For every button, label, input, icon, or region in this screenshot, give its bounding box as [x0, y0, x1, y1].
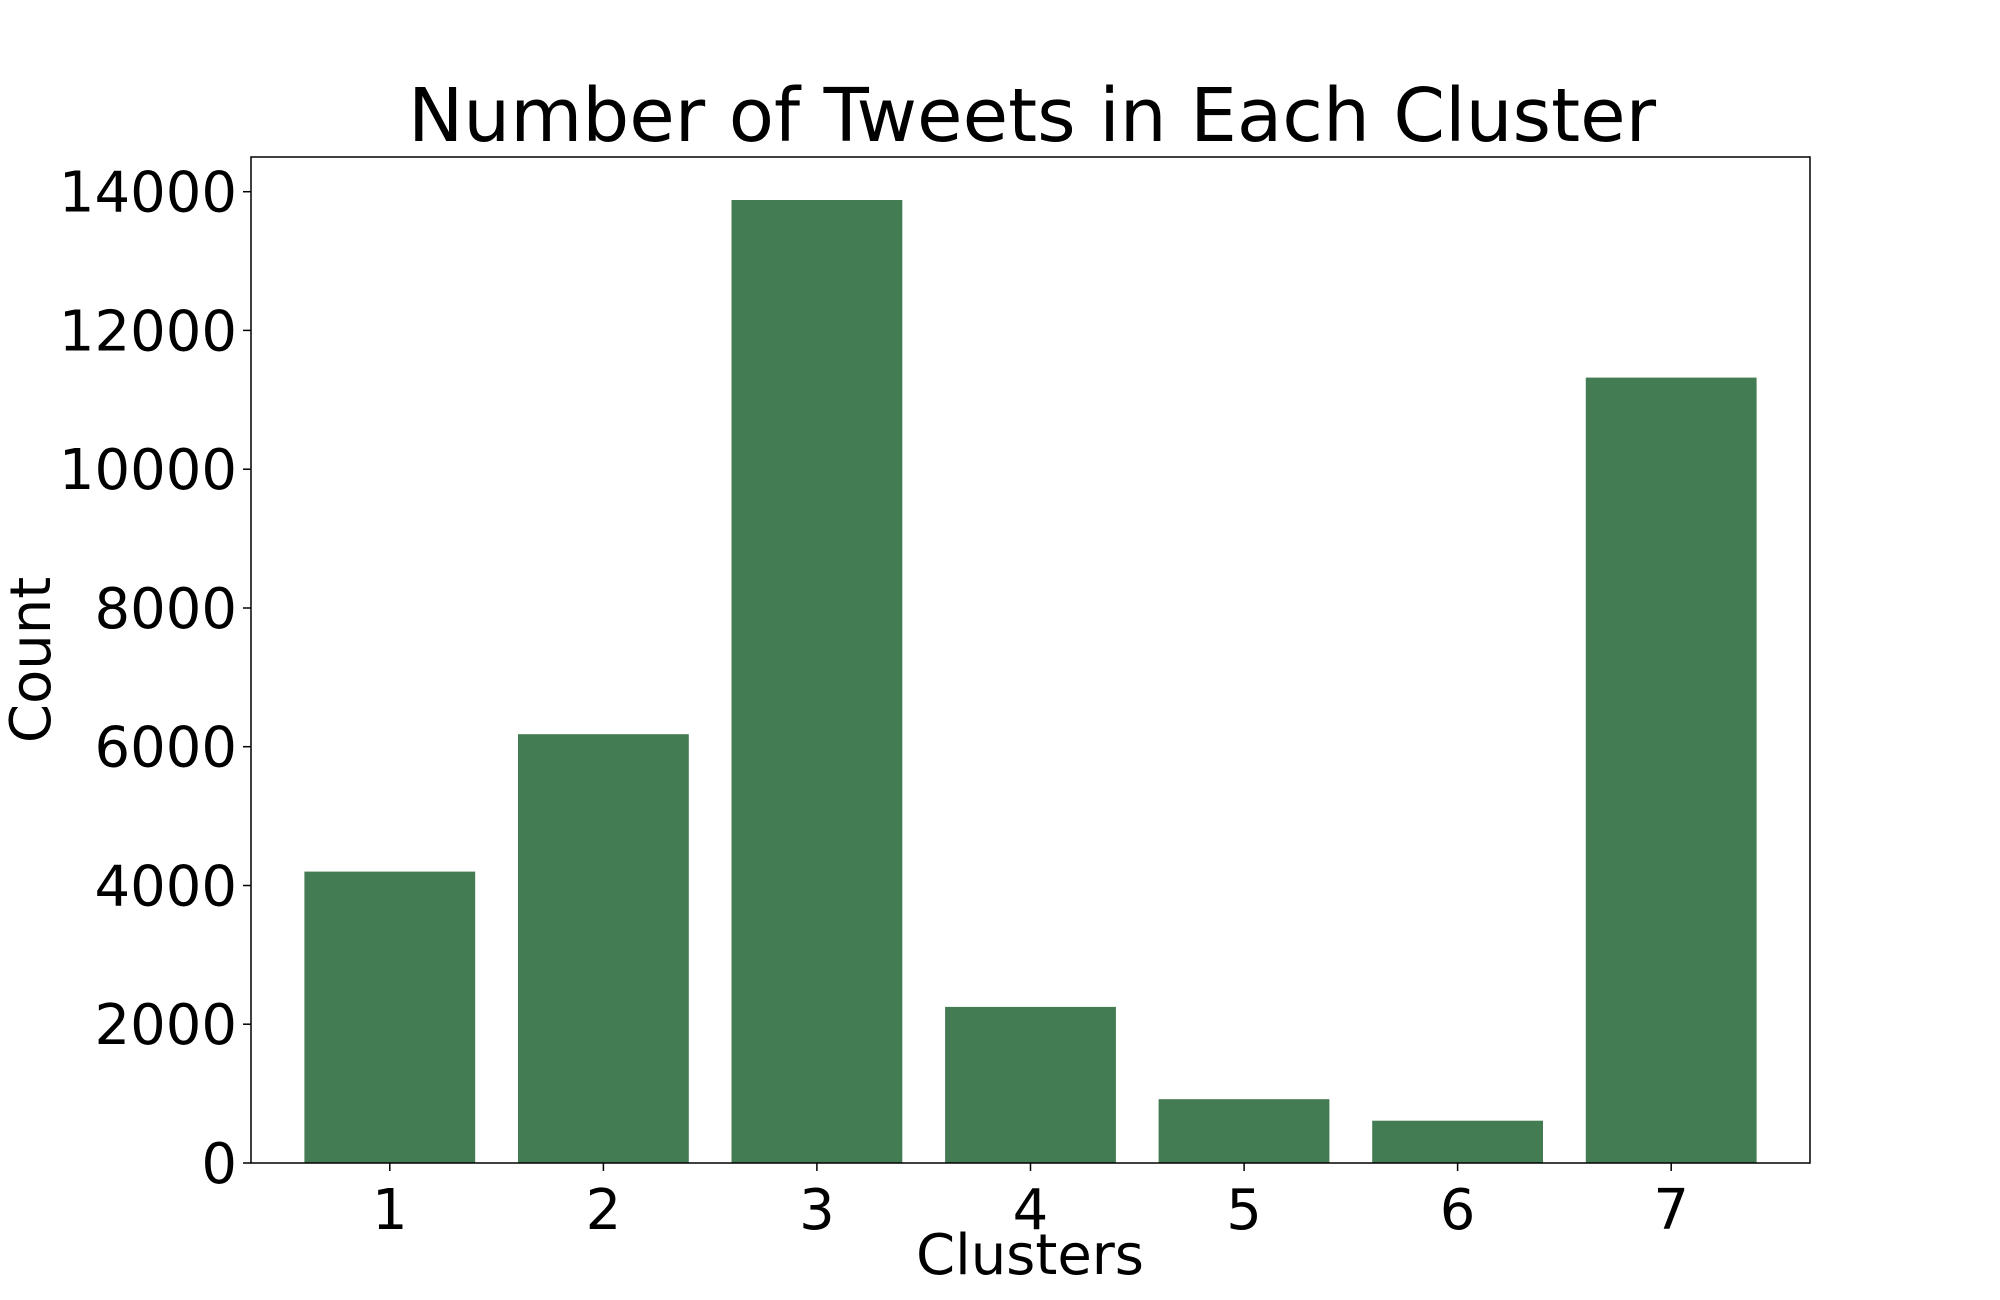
x-axis: 1 2 3 4 5 6 7: [372, 1163, 1689, 1243]
y-tick-label: 0: [201, 1132, 237, 1197]
chart-title: Number of Tweets in Each Cluster: [408, 73, 1657, 159]
bar-cluster-5: [1158, 1099, 1330, 1163]
bar-cluster-4: [945, 1006, 1116, 1163]
bars-group: [304, 200, 1757, 1164]
x-tick-label: 3: [799, 1178, 835, 1243]
y-tick-label: 10000: [59, 438, 237, 503]
y-axis: 0 2000 4000 6000 8000 10000 12000 14000: [59, 161, 251, 1197]
x-tick-label: 6: [1440, 1178, 1476, 1243]
x-tick-label: 1: [372, 1178, 408, 1243]
plot-frame: [250, 156, 1811, 1164]
bar-cluster-7: [1585, 377, 1757, 1164]
y-tick-label: 8000: [94, 577, 237, 642]
y-tick-label: 4000: [94, 855, 237, 920]
x-tick-label: 4: [1013, 1178, 1049, 1243]
bar-cluster-2: [518, 734, 689, 1163]
bar-cluster-1: [304, 871, 476, 1163]
x-tick-label: 7: [1653, 1178, 1689, 1243]
y-tick-label: 2000: [94, 993, 237, 1058]
bar-cluster-3: [731, 200, 903, 1163]
bar-cluster-6: [1372, 1120, 1543, 1163]
y-tick-label: 12000: [59, 299, 237, 364]
x-axis-label: Clusters: [916, 1223, 1144, 1288]
x-tick-label: 2: [586, 1178, 622, 1243]
y-axis-label: Count: [0, 577, 64, 743]
y-tick-label: 14000: [59, 161, 237, 226]
x-tick-label: 5: [1226, 1178, 1262, 1243]
y-tick-label: 6000: [94, 716, 237, 781]
